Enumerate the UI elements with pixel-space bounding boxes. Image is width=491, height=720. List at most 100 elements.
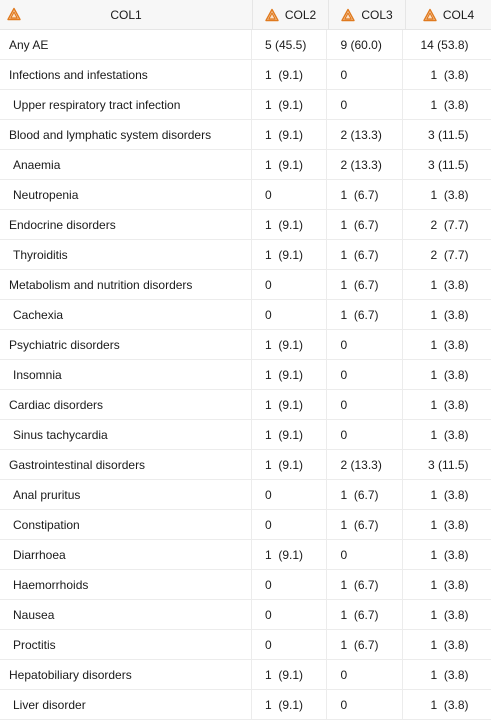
table-row[interactable]: Gastrointestinal disorders 1 (9.1) 2 (13.3… xyxy=(0,450,491,480)
col4-cell[interactable]: 1 (3.8) xyxy=(403,300,488,329)
col4-cell[interactable]: 3 (11.5) xyxy=(403,450,488,479)
col2-cell[interactable]: 1 (9.1) xyxy=(252,210,327,239)
col4-cell[interactable]: 2 (7.7) xyxy=(403,240,488,269)
col3-cell[interactable]: 9 (60.0) xyxy=(327,30,403,59)
col3-cell[interactable]: 1 (6.7) xyxy=(327,300,403,329)
col3-cell[interactable]: 2 (13.3) xyxy=(327,120,403,149)
col3-cell[interactable]: 0 xyxy=(327,540,403,569)
col2-cell[interactable]: 1 (9.1) xyxy=(252,150,327,179)
table-row[interactable]: Endocrine disorders 1 (9.1) 1 (6.7) 2 (7.7) xyxy=(0,210,491,240)
table-row[interactable]: Cardiac disorders 1 (9.1) 0 1 (3.8) xyxy=(0,390,491,420)
col4-cell[interactable]: 1 (3.8) xyxy=(403,360,488,389)
table-row[interactable]: Psychiatric disorders 1 (9.1) 0 1 (3.8) xyxy=(0,330,491,360)
col3-cell[interactable]: 0 xyxy=(327,390,403,419)
table-row[interactable]: Liver disorder 1 (9.1) 0 1 (3.8) xyxy=(0,690,491,720)
col3-cell[interactable]: 0 xyxy=(327,660,403,689)
row-label-cell[interactable]: Insomnia xyxy=(0,360,252,389)
table-row[interactable]: Metabolism and nutrition disorders 0 1 (6.… xyxy=(0,270,491,300)
col2-cell[interactable]: 0 xyxy=(252,510,327,539)
col2-cell[interactable]: 1 (9.1) xyxy=(252,60,327,89)
table-row[interactable]: Insomnia 1 (9.1) 0 1 (3.8) xyxy=(0,360,491,390)
col3-cell[interactable]: 0 xyxy=(327,90,403,119)
col3-cell[interactable]: 1 (6.7) xyxy=(327,480,403,509)
row-label-cell[interactable]: Thyroiditis xyxy=(0,240,252,269)
col2-cell[interactable]: 1 (9.1) xyxy=(252,540,327,569)
col4-cell[interactable]: 1 (3.8) xyxy=(403,420,488,449)
row-label-cell[interactable]: Gastrointestinal disorders xyxy=(0,450,252,479)
col4-cell[interactable]: 1 (3.8) xyxy=(403,510,488,539)
col4-cell[interactable]: 1 (3.8) xyxy=(403,60,488,89)
table-row[interactable]: Haemorrhoids 0 1 (6.7) 1 (3.8) xyxy=(0,570,491,600)
col3-cell[interactable]: 1 (6.7) xyxy=(327,180,403,209)
col3-cell[interactable]: 1 (6.7) xyxy=(327,270,403,299)
row-label-cell[interactable]: Infections and infestations xyxy=(0,60,252,89)
col3-cell[interactable]: 1 (6.7) xyxy=(327,510,403,539)
col2-cell[interactable]: 1 (9.1) xyxy=(252,660,327,689)
col4-cell[interactable]: 14 (53.8) xyxy=(403,30,488,59)
col2-cell[interactable]: 5 (45.5) xyxy=(252,30,327,59)
col3-header[interactable]: COL3 xyxy=(329,0,406,29)
row-label-cell[interactable]: Neutropenia xyxy=(0,180,252,209)
col2-cell[interactable]: 0 xyxy=(252,570,327,599)
col2-cell[interactable]: 1 (9.1) xyxy=(252,450,327,479)
col2-cell[interactable]: 0 xyxy=(252,180,327,209)
row-label-cell[interactable]: Endocrine disorders xyxy=(0,210,252,239)
col4-cell[interactable]: 1 (3.8) xyxy=(403,180,488,209)
col1-header[interactable]: COL1 xyxy=(0,0,253,29)
table-row[interactable]: Blood and lymphatic system disorders 1 (9… xyxy=(0,120,491,150)
col4-cell[interactable]: 3 (11.5) xyxy=(403,120,488,149)
row-label-cell[interactable]: Liver disorder xyxy=(0,690,252,719)
col2-cell[interactable]: 1 (9.1) xyxy=(252,120,327,149)
col2-cell[interactable]: 1 (9.1) xyxy=(252,360,327,389)
col4-cell[interactable]: 1 (3.8) xyxy=(403,330,488,359)
table-row[interactable]: Anal pruritus 0 1 (6.7) 1 (3.8) xyxy=(0,480,491,510)
col4-cell[interactable]: 1 (3.8) xyxy=(403,390,488,419)
col2-header[interactable]: COL2 xyxy=(253,0,329,29)
row-label-cell[interactable]: Upper respiratory tract infection xyxy=(0,90,252,119)
col3-cell[interactable]: 2 (13.3) xyxy=(327,150,403,179)
table-row[interactable]: Sinus tachycardia 1 (9.1) 0 1 (3.8) xyxy=(0,420,491,450)
col2-cell[interactable]: 1 (9.1) xyxy=(252,240,327,269)
table-row[interactable]: Diarrhoea 1 (9.1) 0 1 (3.8) xyxy=(0,540,491,570)
col3-cell[interactable]: 2 (13.3) xyxy=(327,450,403,479)
table-row[interactable]: Anaemia 1 (9.1) 2 (13.3) 3 (11.5) xyxy=(0,150,491,180)
col3-cell[interactable]: 1 (6.7) xyxy=(327,210,403,239)
row-label-cell[interactable]: Sinus tachycardia xyxy=(0,420,252,449)
row-label-cell[interactable]: Constipation xyxy=(0,510,252,539)
row-label-cell[interactable]: Diarrhoea xyxy=(0,540,252,569)
table-row[interactable]: Any AE 5 (45.5) 9 (60.0) 14 (53.8) xyxy=(0,30,491,60)
col2-cell[interactable]: 1 (9.1) xyxy=(252,330,327,359)
col2-cell[interactable]: 0 xyxy=(252,480,327,509)
col3-cell[interactable]: 1 (6.7) xyxy=(327,600,403,629)
col3-cell[interactable]: 0 xyxy=(327,330,403,359)
row-label-cell[interactable]: Nausea xyxy=(0,600,252,629)
table-row[interactable]: Proctitis 0 1 (6.7) 1 (3.8) xyxy=(0,630,491,660)
col4-cell[interactable]: 1 (3.8) xyxy=(403,570,488,599)
col4-cell[interactable]: 1 (3.8) xyxy=(403,600,488,629)
col3-cell[interactable]: 0 xyxy=(327,420,403,449)
table-row[interactable]: Upper respiratory tract infection 1 (9.1)… xyxy=(0,90,491,120)
col4-cell[interactable]: 2 (7.7) xyxy=(403,210,488,239)
table-row[interactable]: Hepatobiliary disorders 1 (9.1) 0 1 (3.8) xyxy=(0,660,491,690)
col3-cell[interactable]: 0 xyxy=(327,60,403,89)
row-label-cell[interactable]: Cardiac disorders xyxy=(0,390,252,419)
table-row[interactable]: Nausea 0 1 (6.7) 1 (3.8) xyxy=(0,600,491,630)
col2-cell[interactable]: 1 (9.1) xyxy=(252,420,327,449)
col2-cell[interactable]: 1 (9.1) xyxy=(252,690,327,719)
col3-cell[interactable]: 1 (6.7) xyxy=(327,630,403,659)
row-label-cell[interactable]: Psychiatric disorders xyxy=(0,330,252,359)
col4-cell[interactable]: 1 (3.8) xyxy=(403,480,488,509)
table-row[interactable]: Cachexia 0 1 (6.7) 1 (3.8) xyxy=(0,300,491,330)
col4-cell[interactable]: 3 (11.5) xyxy=(403,150,488,179)
col3-cell[interactable]: 1 (6.7) xyxy=(327,570,403,599)
table-row[interactable]: Thyroiditis 1 (9.1) 1 (6.7) 2 (7.7) xyxy=(0,240,491,270)
col3-cell[interactable]: 0 xyxy=(327,690,403,719)
col4-cell[interactable]: 1 (3.8) xyxy=(403,630,488,659)
row-label-cell[interactable]: Hepatobiliary disorders xyxy=(0,660,252,689)
col4-header[interactable]: COL4 xyxy=(406,0,491,29)
col4-cell[interactable]: 1 (3.8) xyxy=(403,660,488,689)
row-label-cell[interactable]: Haemorrhoids xyxy=(0,570,252,599)
col4-cell[interactable]: 1 (3.8) xyxy=(403,690,488,719)
col2-cell[interactable]: 0 xyxy=(252,630,327,659)
table-row[interactable]: Constipation 0 1 (6.7) 1 (3.8) xyxy=(0,510,491,540)
